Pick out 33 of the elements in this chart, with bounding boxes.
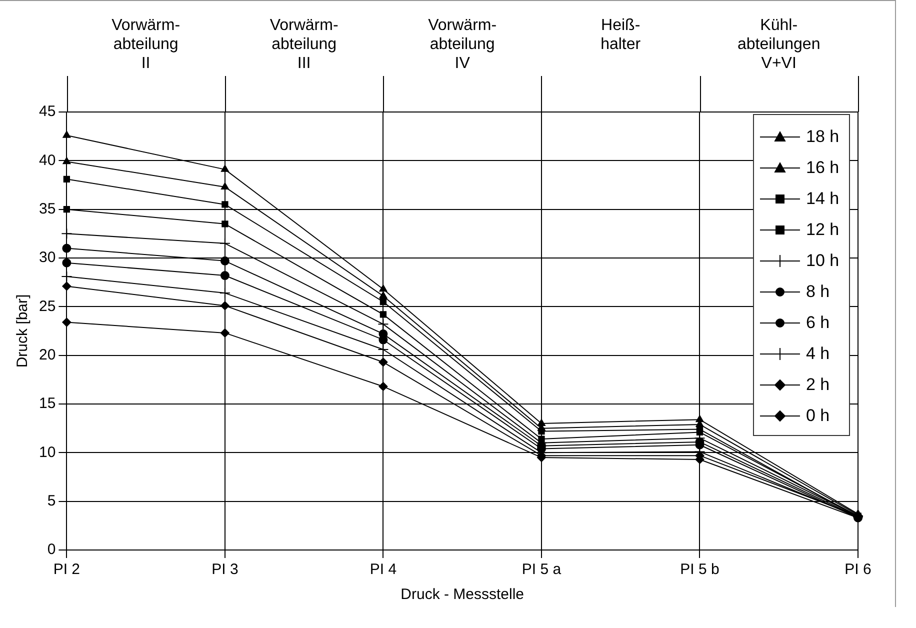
x-tick-label: PI 3 <box>212 561 238 578</box>
legend-label: 8 h <box>806 282 830 302</box>
y-tick-label: 15 <box>38 395 56 412</box>
y-tick-label: 30 <box>38 249 56 266</box>
x-axis-title: Druck - Messstelle <box>400 586 524 604</box>
text: Vorwärm- abteilung IV <box>427 16 498 73</box>
y-tick-label: 25 <box>38 298 56 315</box>
y-tick-label: 5 <box>47 492 56 510</box>
y-tick-label: 20 <box>38 346 56 364</box>
y-tick-label: 0 <box>47 541 56 558</box>
text: Vorwärm- abteilung II <box>110 16 182 73</box>
text: Kühl- abteilungen V+VI <box>736 16 822 73</box>
y-tick-label: 10 <box>38 444 56 461</box>
legend-label: 16 h <box>806 158 840 178</box>
text: Heiß- halter <box>600 16 642 54</box>
legend-label: 0 h <box>806 406 830 426</box>
x-tick-label: PI 6 <box>844 561 872 578</box>
y-tick-label: 35 <box>38 200 56 218</box>
x-tick-label: PI 5 b <box>680 561 720 578</box>
y-tick-label: 45 <box>38 103 56 120</box>
legend-label: 4 h <box>806 344 830 364</box>
legend-label: 12 h <box>806 220 840 240</box>
x-tick-label: PI 2 <box>53 561 80 578</box>
legend-label: 6 h <box>806 312 830 332</box>
x-tick-label: PI 5 a <box>522 561 562 578</box>
legend-label: 14 h <box>806 188 840 208</box>
y-tick-label: 40 <box>38 152 56 169</box>
legend-label: 2 h <box>806 374 830 394</box>
legend-label: 10 h <box>806 250 840 270</box>
x-tick-label: PI 4 <box>370 561 397 578</box>
text: Vorwärm- abteilung III <box>268 16 340 73</box>
y-axis-title: Druck [bar] <box>14 294 32 368</box>
legend-label: 18 h <box>806 126 840 146</box>
